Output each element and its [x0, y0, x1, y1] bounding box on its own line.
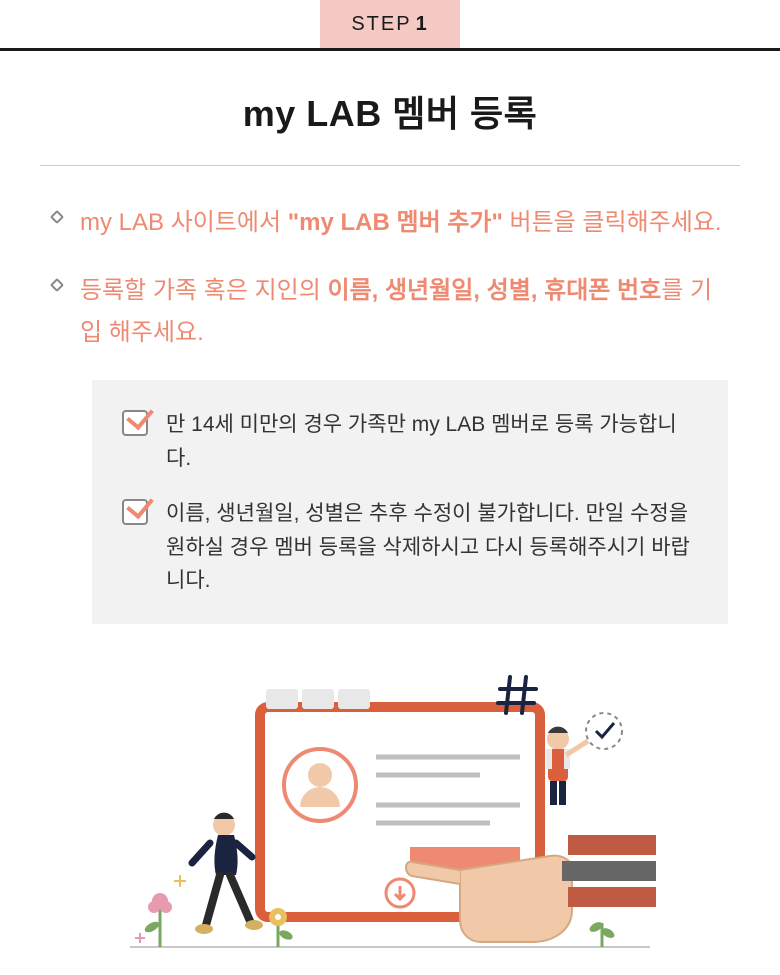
- diamond-bullet-icon: [50, 278, 64, 292]
- person-worker-icon: [546, 727, 588, 805]
- checkmark-icon: [122, 410, 148, 436]
- bullet-item: my LAB 사이트에서 "my LAB 멤버 추가" 버튼을 클릭해주세요.: [52, 202, 728, 244]
- flower-icon: [143, 893, 172, 947]
- note-item: 이름, 생년월일, 성별은 추후 수정이 불가합니다. 만일 수정을 원하실 경…: [122, 497, 698, 598]
- bullet-text: 등록할 가족 혹은 지인의 이름, 생년월일, 성별, 휴대폰 번호를 기입 해…: [80, 270, 728, 354]
- note-item: 만 14세 미만의 경우 가족만 my LAB 멤버로 등록 가능합니다.: [122, 408, 698, 475]
- note-text: 이름, 생년월일, 성별은 추후 수정이 불가합니다. 만일 수정을 원하실 경…: [166, 497, 698, 598]
- plant-icon: [588, 920, 616, 947]
- title-rule: [40, 165, 740, 166]
- checkmark-icon: [122, 499, 148, 525]
- registration-illustration: [110, 675, 670, 965]
- page-title: my LAB 멤버 등록: [0, 51, 780, 165]
- step-number: 1: [416, 13, 429, 36]
- diamond-bullet-icon: [50, 210, 64, 224]
- person-walking-icon: [192, 813, 263, 934]
- note-text: 만 14세 미만의 경우 가족만 my LAB 멤버로 등록 가능합니다.: [166, 408, 698, 475]
- bullet-list: my LAB 사이트에서 "my LAB 멤버 추가" 버튼을 클릭해주세요. …: [0, 202, 780, 354]
- bullet-item: 등록할 가족 혹은 지인의 이름, 생년월일, 성별, 휴대폰 번호를 기입 해…: [52, 270, 728, 354]
- note-box: 만 14세 미만의 경우 가족만 my LAB 멤버로 등록 가능합니다. 이름…: [92, 380, 728, 624]
- step-label: STEP: [351, 13, 411, 36]
- step-badge: STEP 1: [320, 0, 460, 48]
- bullet-text: my LAB 사이트에서 "my LAB 멤버 추가" 버튼을 클릭해주세요.: [80, 202, 722, 244]
